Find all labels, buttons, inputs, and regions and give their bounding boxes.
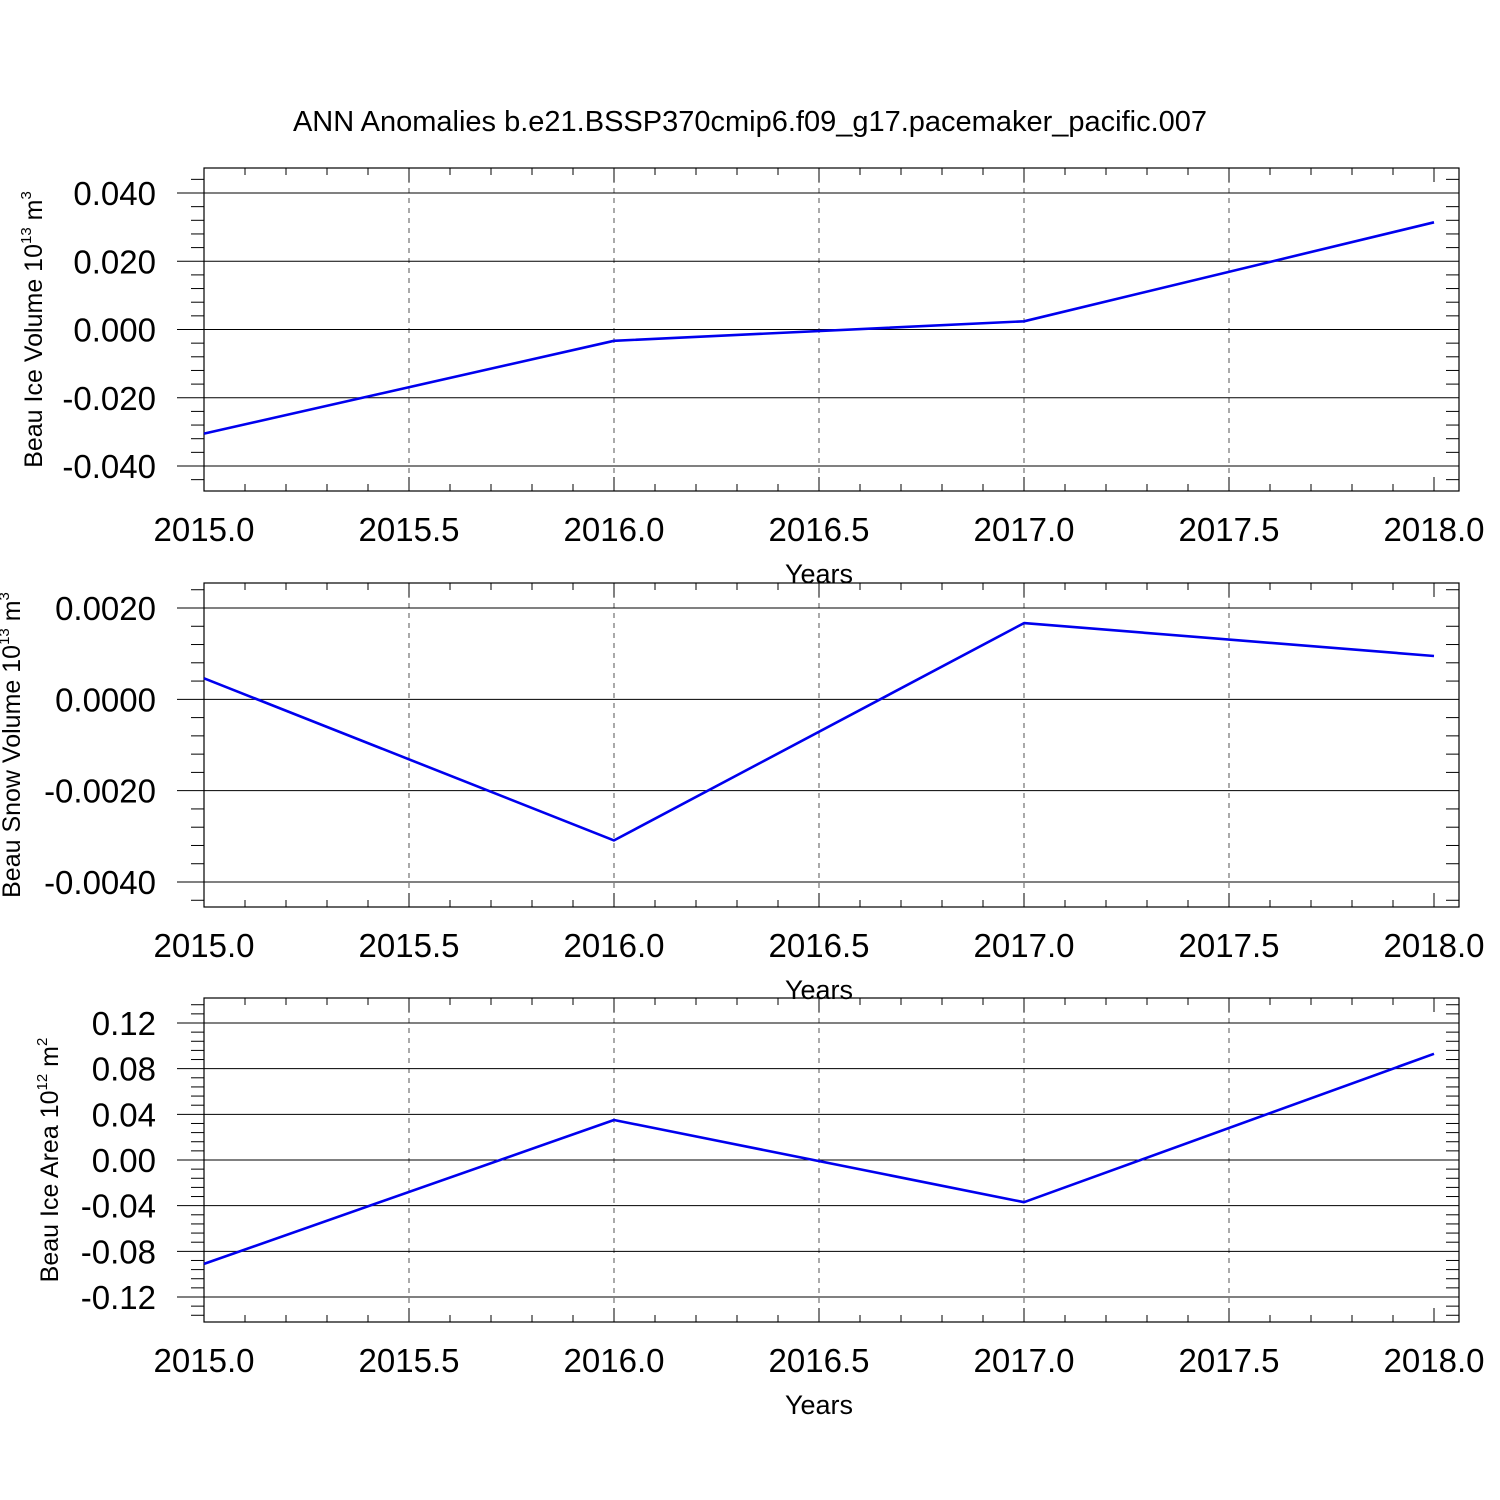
y-tick-label: -0.04 <box>81 1188 156 1225</box>
x-tick-label: 2015.0 <box>154 511 255 548</box>
panel-ice-area: 2015.0 2015.5 2016.0 2016.5 2017.0 2017.5 2018… <box>34 997 1485 1420</box>
chart-title: ANN Anomalies b.e21.BSSP370cmip6.f09_g17… <box>293 106 1207 138</box>
x-tick-label: 2016.0 <box>564 511 665 548</box>
y-tick-label: -0.12 <box>81 1279 156 1316</box>
y-tick-label: 0.000 <box>73 312 156 349</box>
y-tick-label: -0.08 <box>81 1233 156 1270</box>
x-tick-label: 2016.0 <box>564 927 665 964</box>
x-tick-label: 2017.0 <box>974 511 1075 548</box>
x-tick-label: 2017.5 <box>1179 511 1280 548</box>
x-tick-label: 2017.5 <box>1179 927 1280 964</box>
x-tick-label: 2016.0 <box>564 1342 665 1379</box>
y-tick-label: -0.0040 <box>44 864 156 901</box>
x-tick-label: 2016.5 <box>769 927 870 964</box>
y-tick-label: 0.04 <box>92 1096 156 1133</box>
series-line <box>203 221 1435 435</box>
x-tick-label: 2015.5 <box>359 1342 460 1379</box>
panel-snow-volume: 2015.0 2015.5 2016.0 2016.5 2017.0 2017.5 2018… <box>0 582 1485 1005</box>
y-tick-label: -0.040 <box>62 448 156 485</box>
x-tick-label: 2017.0 <box>974 1342 1075 1379</box>
y-axis-title: Beau Snow Volume 1013 m3 <box>0 592 26 898</box>
x-tick-label: 2017.0 <box>974 927 1075 964</box>
plot-frame <box>203 582 1460 908</box>
x-tick-label: 2015.5 <box>359 511 460 548</box>
x-tick-label: 2016.5 <box>769 1342 870 1379</box>
series-line <box>203 1052 1435 1266</box>
y-tick-label: 0.040 <box>73 175 156 212</box>
y-tick-label: 0.0020 <box>55 590 156 627</box>
x-tick-label: 2018.0 <box>1384 511 1485 548</box>
panel-ice-volume: 2015.0 2015.5 2016.0 2016.5 2017.0 2017.5 2018… <box>18 167 1485 589</box>
y-tick-label: 0.00 <box>92 1142 156 1179</box>
y-tick-label: 0.08 <box>92 1051 156 1088</box>
x-tick-label: 2015.5 <box>359 927 460 964</box>
y-tick-label: -0.0020 <box>44 773 156 810</box>
y-tick-label: -0.020 <box>62 380 156 417</box>
x-tick-label: 2015.0 <box>154 1342 255 1379</box>
series-line <box>203 621 1435 842</box>
y-axis-title: Beau Ice Area 1012 m2 <box>34 1038 64 1283</box>
y-axis-title: Beau Ice Volume 1013 m3 <box>18 191 48 468</box>
y-tick-label: 0.12 <box>92 1005 156 1042</box>
x-tick-label: 2015.0 <box>154 927 255 964</box>
x-tick-label: 2017.5 <box>1179 1342 1280 1379</box>
y-tick-label: 0.0000 <box>55 681 156 718</box>
x-tick-label: 2016.5 <box>769 511 870 548</box>
x-tick-label: 2018.0 <box>1384 1342 1485 1379</box>
x-axis-title: Years <box>785 1390 853 1420</box>
x-tick-label: 2018.0 <box>1384 927 1485 964</box>
y-tick-label: 0.020 <box>73 243 156 280</box>
